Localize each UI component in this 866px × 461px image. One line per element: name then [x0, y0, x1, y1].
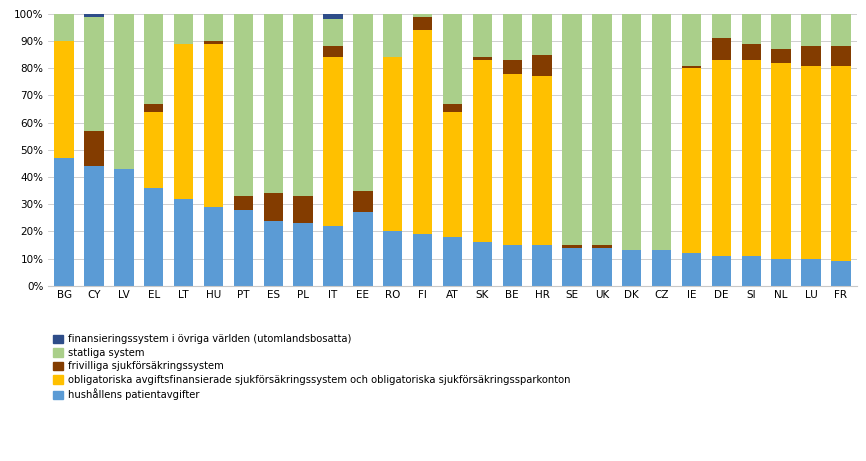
Bar [353, 213, 372, 286]
Bar [682, 65, 701, 68]
Bar [443, 104, 462, 112]
Bar [592, 245, 611, 248]
Bar [741, 256, 761, 286]
Bar [473, 60, 492, 242]
Bar [174, 14, 193, 44]
Bar [712, 256, 731, 286]
Bar [831, 261, 850, 286]
Bar [592, 248, 611, 286]
Bar [712, 38, 731, 60]
Bar [383, 14, 403, 57]
Bar [114, 169, 133, 286]
Legend: finansieringssystem i övriga världen (utomlandsbosatta), statliga system, frivil: finansieringssystem i övriga världen (ut… [53, 334, 570, 400]
Bar [144, 14, 164, 104]
Bar [323, 57, 343, 226]
Bar [473, 14, 492, 57]
Bar [533, 14, 552, 55]
Bar [263, 14, 283, 193]
Bar [502, 245, 522, 286]
Bar [831, 47, 850, 65]
Bar [413, 17, 432, 30]
Bar [831, 65, 850, 261]
Bar [84, 131, 104, 166]
Bar [772, 63, 791, 259]
Bar [741, 44, 761, 60]
Bar [144, 188, 164, 286]
Bar [562, 245, 582, 248]
Bar [55, 158, 74, 286]
Bar [801, 259, 821, 286]
Bar [294, 14, 313, 196]
Bar [473, 242, 492, 286]
Bar [443, 112, 462, 237]
Bar [801, 47, 821, 65]
Bar [502, 14, 522, 60]
Bar [204, 14, 223, 41]
Bar [502, 74, 522, 245]
Bar [502, 60, 522, 74]
Bar [533, 245, 552, 286]
Bar [712, 14, 731, 38]
Bar [473, 57, 492, 60]
Bar [204, 207, 223, 286]
Bar [831, 14, 850, 47]
Bar [712, 60, 731, 256]
Bar [144, 104, 164, 112]
Bar [234, 196, 253, 210]
Bar [413, 234, 432, 286]
Bar [353, 14, 372, 191]
Bar [323, 14, 343, 19]
Bar [323, 226, 343, 286]
Bar [533, 77, 552, 245]
Bar [234, 14, 253, 196]
Bar [413, 30, 432, 234]
Bar [801, 14, 821, 47]
Bar [84, 14, 104, 17]
Bar [55, 41, 74, 158]
Bar [353, 191, 372, 213]
Bar [114, 14, 133, 169]
Bar [592, 14, 611, 245]
Bar [772, 14, 791, 49]
Bar [263, 193, 283, 220]
Bar [772, 49, 791, 63]
Bar [682, 68, 701, 253]
Bar [772, 259, 791, 286]
Bar [174, 44, 193, 199]
Bar [323, 47, 343, 57]
Bar [652, 250, 671, 286]
Bar [682, 253, 701, 286]
Bar [55, 14, 74, 41]
Bar [144, 112, 164, 188]
Bar [84, 17, 104, 131]
Bar [741, 60, 761, 256]
Bar [622, 250, 642, 286]
Bar [443, 237, 462, 286]
Bar [562, 14, 582, 245]
Bar [413, 14, 432, 17]
Bar [294, 196, 313, 223]
Bar [84, 166, 104, 286]
Bar [533, 55, 552, 77]
Bar [294, 223, 313, 286]
Bar [204, 41, 223, 44]
Bar [682, 14, 701, 65]
Bar [443, 14, 462, 104]
Bar [323, 19, 343, 47]
Bar [562, 248, 582, 286]
Bar [741, 14, 761, 44]
Bar [234, 210, 253, 286]
Bar [383, 231, 403, 286]
Bar [652, 14, 671, 250]
Bar [801, 65, 821, 259]
Bar [383, 57, 403, 231]
Bar [622, 14, 642, 250]
Bar [174, 199, 193, 286]
Bar [204, 44, 223, 207]
Bar [263, 220, 283, 286]
